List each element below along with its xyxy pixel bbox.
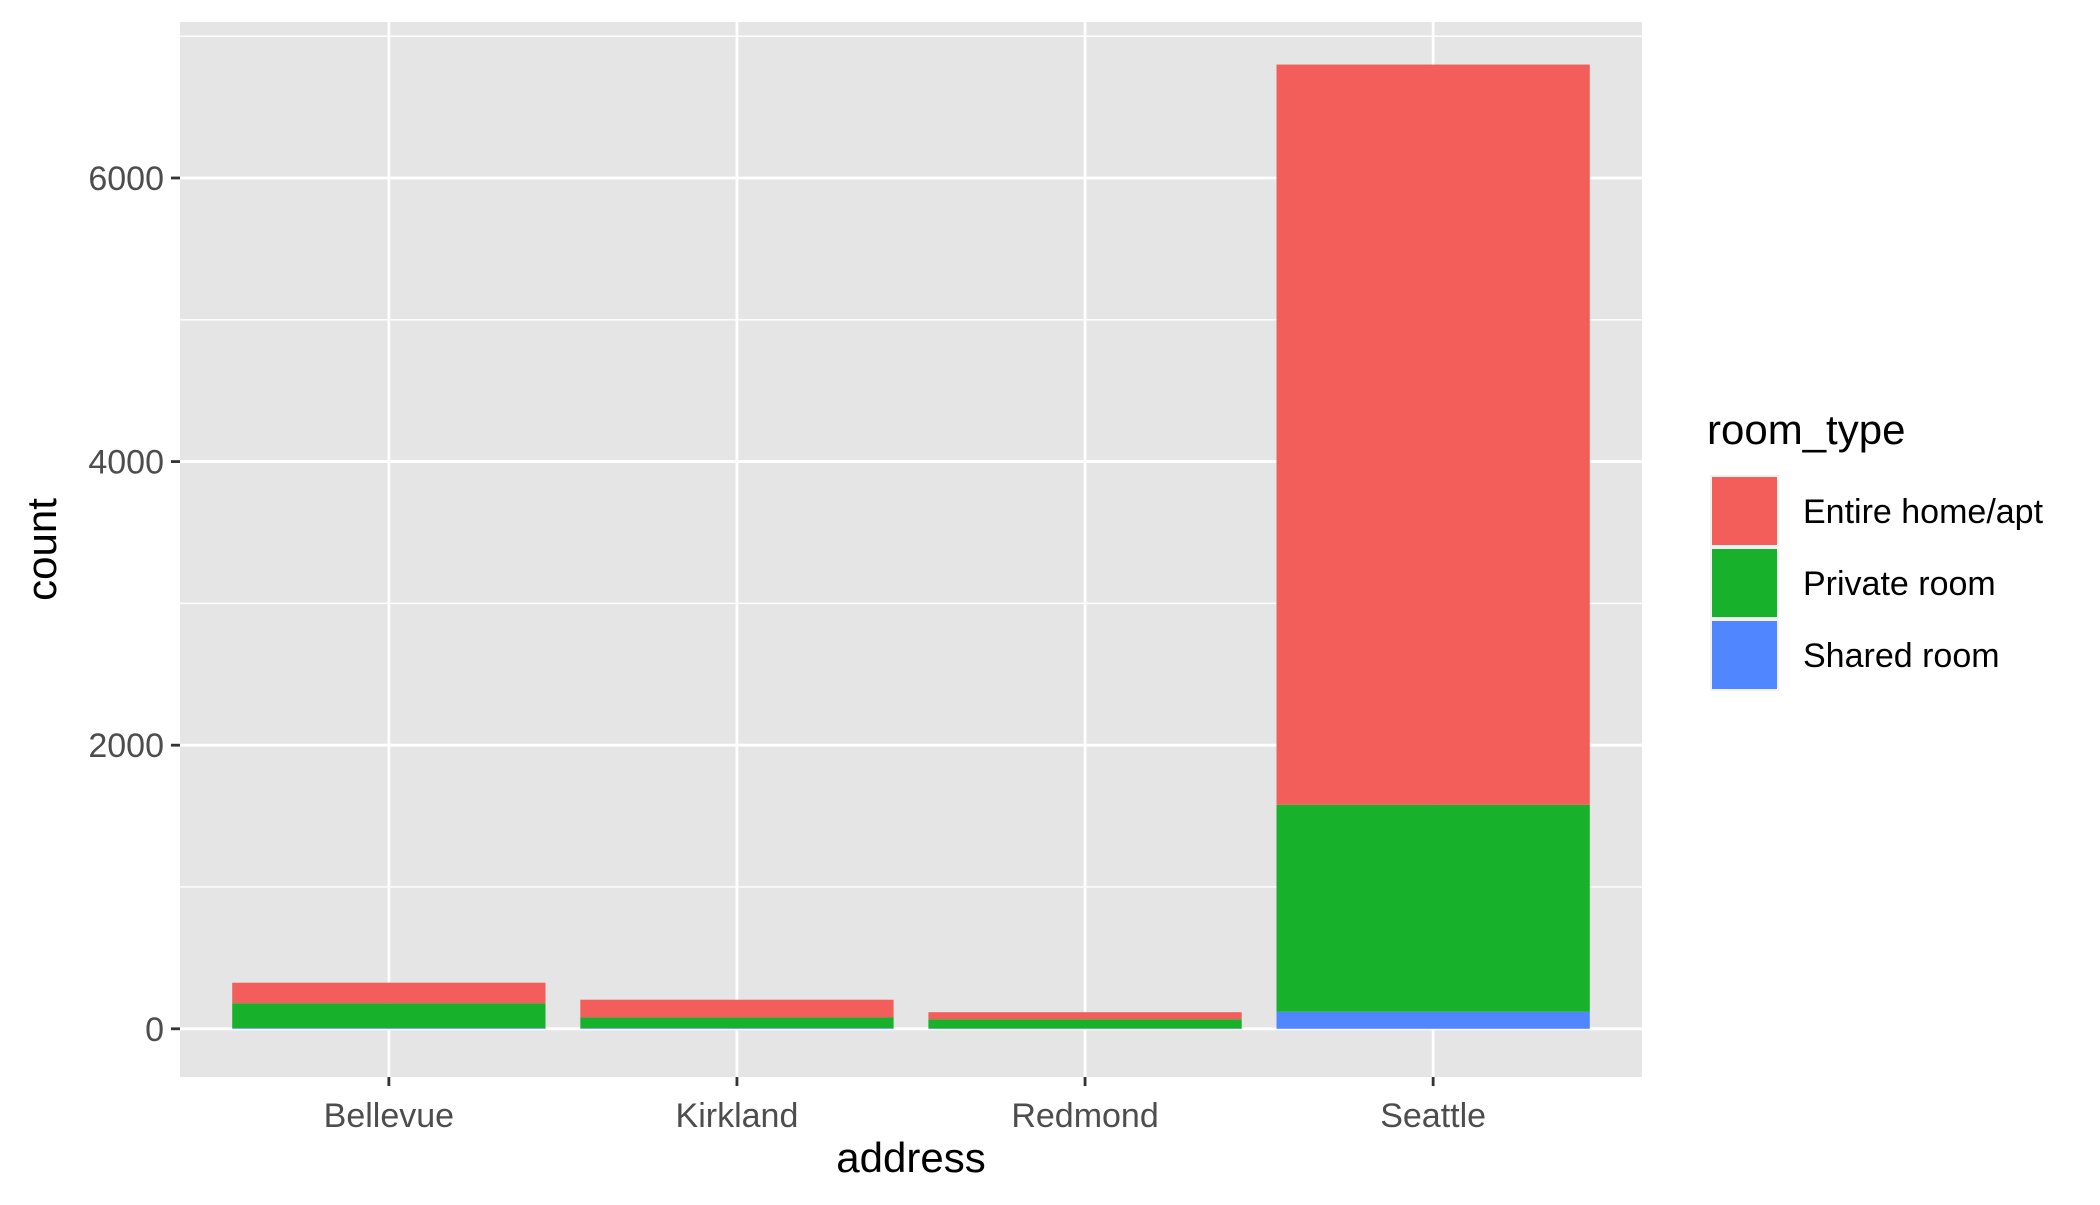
- y-axis: 0 2000 4000 6000: [88, 160, 180, 1049]
- y-tick-label: 2000: [88, 727, 164, 765]
- x-tick-label: Bellevue: [324, 1097, 454, 1135]
- bar-redmond-private-room: [928, 1019, 1241, 1028]
- legend-items: Entire home/apt Private room Shared room: [1710, 475, 2044, 691]
- y-axis-title: count: [18, 498, 65, 601]
- x-tick-label: Redmond: [1011, 1097, 1158, 1135]
- legend-label: Private room: [1803, 565, 1996, 603]
- bar-bellevue-shared-room: [232, 1028, 545, 1029]
- legend-title: room_type: [1707, 406, 1905, 453]
- legend-label: Shared room: [1803, 637, 2000, 675]
- legend-key-swatch: [1712, 477, 1777, 545]
- legend: room_type Entire home/apt Private room Sha…: [1707, 406, 2044, 691]
- legend-label: Entire home/apt: [1803, 493, 2044, 531]
- x-tick-label: Seattle: [1380, 1097, 1486, 1135]
- bar-kirkland-entire-home-apt: [580, 1000, 893, 1018]
- bar-seattle-shared-room: [1277, 1012, 1590, 1029]
- x-tick-label: Kirkland: [676, 1097, 799, 1135]
- bar-seattle-entire-home-apt: [1277, 65, 1590, 805]
- bar-kirkland-shared-room: [580, 1028, 893, 1029]
- bar-seattle-private-room: [1277, 805, 1590, 1012]
- x-axis-title: address: [836, 1134, 985, 1181]
- bar-kirkland-private-room: [580, 1017, 893, 1028]
- bar-redmond-entire-home-apt: [928, 1012, 1241, 1019]
- bar-bellevue-entire-home-apt: [232, 983, 545, 1004]
- bar-bellevue-private-room: [232, 1003, 545, 1028]
- y-tick-label: 6000: [88, 160, 164, 198]
- legend-key-swatch: [1712, 549, 1777, 617]
- legend-key-swatch: [1712, 621, 1777, 689]
- y-tick-label: 4000: [88, 444, 164, 482]
- y-tick-label: 0: [145, 1011, 164, 1049]
- x-axis: Bellevue Kirkland Redmond Seattle: [324, 1077, 1486, 1135]
